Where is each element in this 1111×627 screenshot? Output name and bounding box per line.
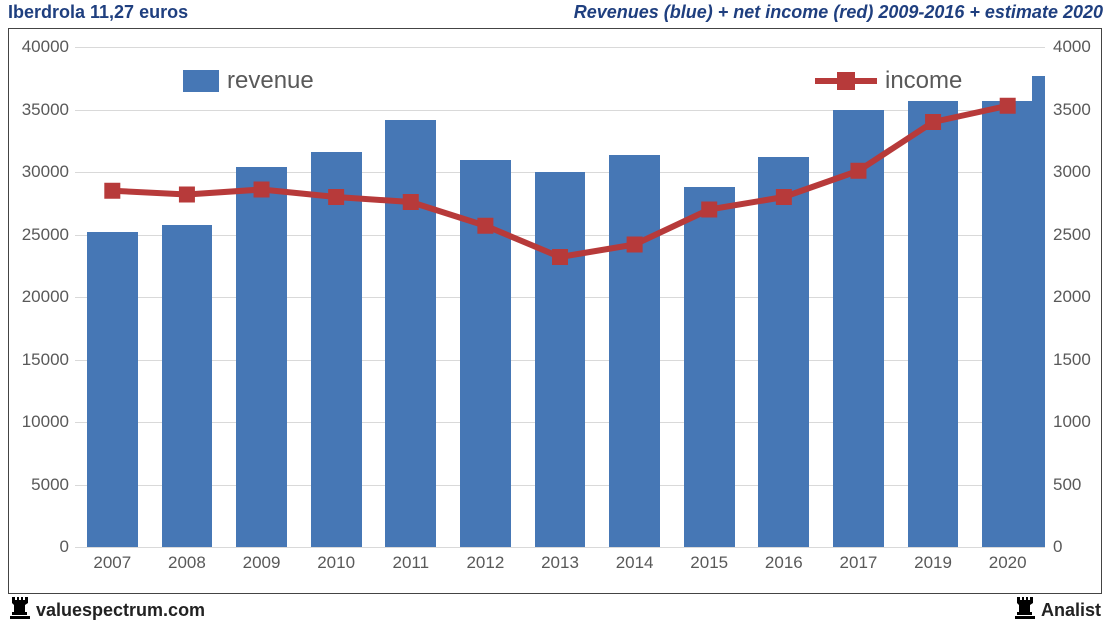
y-left-tick-label: 35000 (13, 100, 69, 120)
x-tick-label: 2017 (840, 553, 878, 573)
footer-right-text: Analist (1041, 600, 1101, 621)
x-tick-label: 2011 (392, 553, 429, 573)
x-tick-label: 2015 (690, 553, 728, 573)
y-right-tick-label: 2500 (1053, 225, 1091, 245)
x-tick-label: 2014 (616, 553, 654, 573)
rook-icon (10, 597, 30, 624)
x-tick-label: 2019 (914, 553, 952, 573)
y-right-tick-label: 3000 (1053, 162, 1091, 182)
y-right-tick-label: 4000 (1053, 37, 1091, 57)
x-tick-label: 2020 (989, 553, 1027, 573)
title-left: Iberdrola 11,27 euros (8, 2, 188, 23)
x-tick-label: 2012 (466, 553, 504, 573)
plot-area: revenue income (75, 47, 1045, 547)
x-tick-label: 2013 (541, 553, 579, 573)
x-tick-label: 2009 (243, 553, 281, 573)
footer-left-text: valuespectrum.com (36, 600, 205, 621)
y-right-tick-label: 3500 (1053, 100, 1091, 120)
y-right-tick-label: 1000 (1053, 412, 1091, 432)
y-right-tick-label: 1500 (1053, 350, 1091, 370)
x-tick-label: 2008 (168, 553, 206, 573)
y-right-tick-label: 500 (1053, 475, 1081, 495)
y-right-tick-label: 2000 (1053, 287, 1091, 307)
footer-right-brand: Analist (1015, 597, 1101, 624)
x-tick-label: 2010 (317, 553, 355, 573)
y-left-tick-label: 40000 (13, 37, 69, 57)
legend-label: income (885, 67, 962, 95)
legend-swatch-bar (183, 70, 219, 92)
rook-icon (1015, 597, 1035, 624)
gridline (75, 547, 1045, 548)
legend-revenue: revenue (183, 67, 314, 95)
y-left-tick-label: 10000 (13, 412, 69, 432)
legend-label: revenue (227, 67, 314, 95)
chart-header: Iberdrola 11,27 euros Revenues (blue) + … (0, 0, 1111, 28)
legend-income: income (815, 67, 962, 95)
y-left-tick-label: 30000 (13, 162, 69, 182)
title-right: Revenues (blue) + net income (red) 2009-… (574, 2, 1103, 23)
chart-footer: valuespectrum.com Analist (0, 594, 1111, 624)
y-left-tick-label: 5000 (13, 475, 69, 495)
y-left-tick-label: 15000 (13, 350, 69, 370)
y-left-tick-label: 25000 (13, 225, 69, 245)
chart-frame: revenue income 0 0 5000 500 10000 1000 15000 150… (8, 28, 1102, 594)
income-line (75, 47, 1045, 547)
x-tick-label: 2007 (93, 553, 131, 573)
x-tick-label: 2016 (765, 553, 803, 573)
y-right-tick-label: 0 (1053, 537, 1062, 557)
footer-left-brand: valuespectrum.com (10, 597, 205, 624)
legend-swatch-line (815, 69, 877, 93)
y-left-tick-label: 20000 (13, 287, 69, 307)
y-left-tick-label: 0 (13, 537, 69, 557)
